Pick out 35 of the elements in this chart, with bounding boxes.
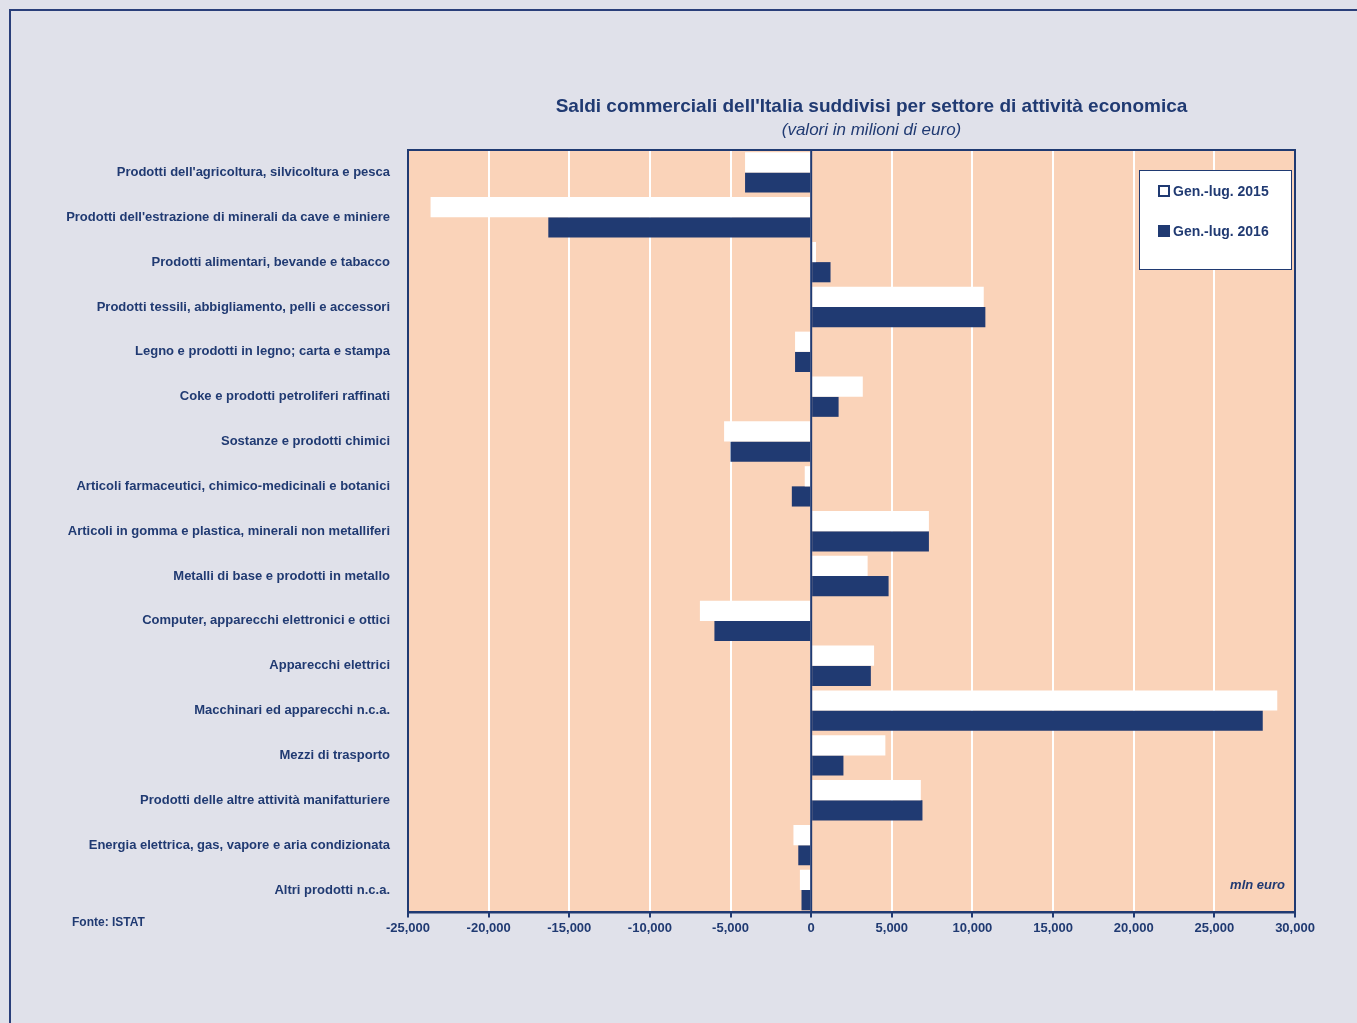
y-tick-label: Mezzi di trasporto: [279, 747, 391, 763]
y-tick-label: Altri prodotti n.c.a.: [274, 881, 390, 897]
legend-label: Gen.-lug. 2015: [1173, 183, 1269, 199]
annotation: mln euro: [1230, 877, 1286, 893]
x-tick-label: 0: [807, 919, 815, 935]
y-tick-label: Legno e prodotti in legno; carta e stampa: [135, 343, 391, 359]
y-tick-label: Prodotti delle altre attività manifatturiere: [140, 791, 390, 807]
x-tick-label: -20,000: [466, 919, 511, 935]
y-tick-label: Articoli in gomma e plastica, minerali non metalliferi: [67, 522, 390, 538]
y-tick-label: Macchinari ed apparecchi n.c.a.: [194, 702, 390, 718]
y-tick-label: Prodotti dell'estrazione di minerali da cave e miniere: [66, 208, 390, 224]
y-tick-label: Prodotti tessili, abbigliamento, pelli e accessori: [96, 298, 390, 314]
legend-label: Gen.-lug. 2016: [1173, 223, 1269, 239]
chart-subtitle: (valori in milioni di euro): [781, 120, 962, 139]
chart-title: Saldi commerciali dell'Italia suddivisi per settore di attività economica: [555, 95, 1188, 116]
x-tick-label: 30,000: [1275, 919, 1315, 935]
y-tick-label: Energia elettrica, gas, vapore e aria condizionata: [88, 836, 391, 852]
x-tick-label: -15,000: [547, 919, 592, 935]
source-note: Fonte: ISTAT: [72, 915, 146, 930]
y-tick-label: Coke e prodotti petroliferi raffinati: [179, 388, 390, 404]
x-tick-label: -5,000: [712, 919, 749, 935]
x-tick-label: 25,000: [1194, 919, 1235, 935]
y-tick-label: Metalli di base e prodotti in metallo: [173, 567, 391, 583]
y-tick-label: Prodotti dell'agricoltura, silvicoltura e pesca: [116, 164, 391, 179]
x-tick-label: 5,000: [875, 919, 909, 935]
x-tick-label: -10,000: [627, 919, 672, 935]
x-tick-label: 15,000: [1033, 919, 1073, 935]
y-tick-label: Apparecchi elettrici: [269, 657, 390, 673]
y-tick-label: Articoli farmaceutici, chimico-medicinali e botanici: [76, 477, 390, 493]
y-tick-label: Prodotti alimentari, bevande e tabacco: [151, 253, 391, 269]
x-tick-label: -25,000: [385, 919, 431, 935]
x-tick-label: 20,000: [1113, 919, 1154, 935]
y-tick-label: Computer, apparecchi elettronici e ottici: [142, 612, 390, 628]
y-tick-label: Sostanze e prodotti chimici: [220, 433, 390, 449]
x-tick-label: 10,000: [952, 919, 993, 935]
